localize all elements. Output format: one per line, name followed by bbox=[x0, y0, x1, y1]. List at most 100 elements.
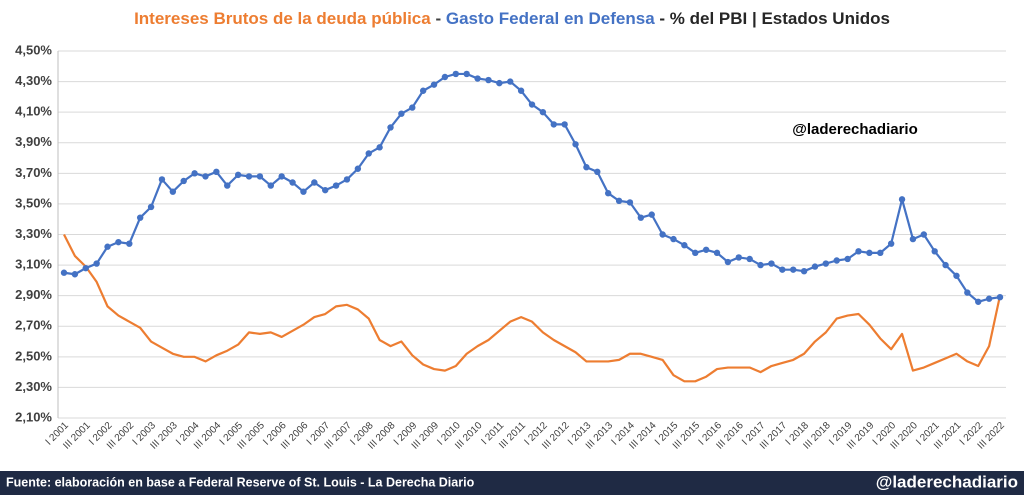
point bbox=[964, 289, 971, 296]
point bbox=[60, 269, 68, 276]
point bbox=[692, 249, 699, 257]
annotation: @laderechadiario bbox=[792, 121, 918, 138]
series-line bbox=[63, 234, 1002, 383]
point bbox=[300, 188, 307, 195]
point bbox=[485, 76, 492, 84]
point bbox=[855, 248, 862, 255]
point bbox=[724, 258, 732, 266]
y-tick-label: 4,50% bbox=[15, 42, 52, 57]
y-tick-label: 3,30% bbox=[15, 226, 52, 241]
point bbox=[757, 261, 764, 269]
point bbox=[463, 70, 470, 78]
point bbox=[180, 177, 187, 185]
footer-source: Fuente: elaboración en base a Federal Re… bbox=[6, 475, 475, 489]
point bbox=[659, 231, 666, 238]
point bbox=[779, 266, 786, 273]
point bbox=[735, 254, 742, 261]
point bbox=[71, 271, 79, 278]
point bbox=[898, 196, 906, 203]
point bbox=[975, 298, 982, 305]
point bbox=[409, 104, 416, 111]
point bbox=[104, 243, 111, 250]
point bbox=[387, 124, 394, 131]
point bbox=[430, 81, 438, 88]
title-part: Intereses Brutos de la deuda pública bbox=[134, 9, 431, 28]
point bbox=[517, 87, 525, 94]
point bbox=[474, 75, 481, 82]
title-part: Gasto Federal en Defensa bbox=[446, 9, 655, 28]
point bbox=[811, 263, 819, 270]
point bbox=[322, 186, 329, 194]
point bbox=[202, 173, 209, 180]
point bbox=[615, 197, 623, 205]
y-tick-label: 3,10% bbox=[15, 257, 52, 272]
point bbox=[866, 249, 873, 257]
title-part: - % del PBI | Estados Unidos bbox=[659, 9, 890, 28]
point bbox=[311, 179, 318, 186]
point bbox=[833, 257, 840, 264]
y-tick-label: 3,50% bbox=[15, 195, 52, 210]
chart-title: Intereses Brutos de la deuda pública - G… bbox=[134, 9, 890, 28]
point bbox=[942, 261, 949, 269]
point bbox=[224, 182, 231, 189]
point bbox=[681, 242, 688, 249]
point bbox=[539, 108, 547, 116]
y-tick-label: 4,30% bbox=[15, 73, 52, 88]
point bbox=[909, 235, 917, 243]
point bbox=[996, 293, 1004, 301]
point bbox=[93, 260, 100, 267]
point bbox=[82, 264, 89, 272]
point bbox=[877, 249, 884, 257]
point bbox=[365, 150, 372, 157]
point bbox=[256, 173, 264, 180]
point bbox=[115, 238, 122, 246]
y-tick-label: 3,90% bbox=[15, 134, 52, 149]
point bbox=[637, 214, 645, 221]
point bbox=[126, 240, 133, 247]
point bbox=[169, 188, 177, 195]
point bbox=[332, 182, 340, 189]
point bbox=[822, 260, 830, 267]
point bbox=[550, 121, 557, 128]
point bbox=[213, 168, 220, 176]
point bbox=[800, 268, 808, 275]
point bbox=[604, 190, 612, 197]
point bbox=[920, 231, 928, 238]
point bbox=[768, 260, 775, 267]
point bbox=[496, 79, 503, 87]
footer-handle: @laderechadiario bbox=[876, 472, 1018, 491]
point bbox=[245, 173, 253, 180]
point bbox=[398, 110, 405, 117]
point bbox=[289, 179, 296, 186]
y-tick-label: 2,90% bbox=[15, 287, 52, 302]
point bbox=[594, 168, 601, 176]
point bbox=[419, 87, 427, 94]
point bbox=[158, 176, 166, 183]
point bbox=[441, 73, 449, 81]
y-tick-label: 2,50% bbox=[15, 348, 52, 363]
point bbox=[648, 211, 655, 218]
point bbox=[452, 70, 460, 78]
point bbox=[790, 266, 797, 273]
point bbox=[343, 176, 351, 183]
point bbox=[626, 199, 634, 206]
point bbox=[278, 173, 285, 180]
point bbox=[147, 203, 155, 211]
point bbox=[887, 240, 895, 247]
title-part: - bbox=[435, 9, 441, 28]
point bbox=[234, 171, 242, 179]
y-tick-label: 2,10% bbox=[15, 409, 52, 424]
y-tick-label: 3,70% bbox=[15, 165, 52, 180]
point bbox=[953, 272, 960, 279]
point bbox=[985, 295, 993, 302]
y-tick-label: 2,30% bbox=[15, 379, 52, 394]
point bbox=[713, 249, 721, 257]
footer-bar bbox=[0, 471, 1024, 495]
point bbox=[572, 141, 579, 148]
point bbox=[844, 255, 851, 263]
point bbox=[354, 165, 362, 172]
point bbox=[136, 214, 144, 221]
point bbox=[583, 164, 590, 171]
